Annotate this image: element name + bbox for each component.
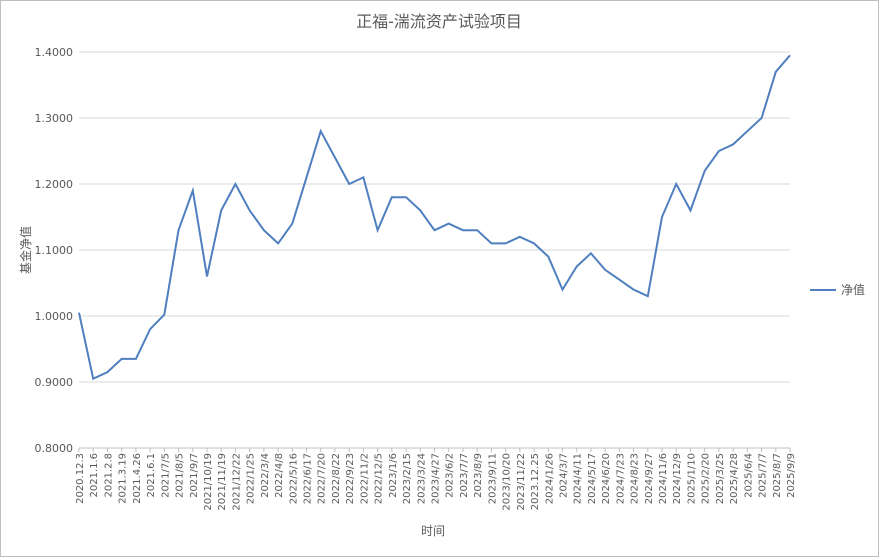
x-tick-label: 2022/4/8 [274,453,285,498]
x-tick-label: 2024/9/27 [644,453,655,504]
x-tick-label: 2021/12/22 [231,453,242,511]
y-tick-label: 1.1000 [35,244,74,257]
x-tick-label: 2023/6/2 [445,453,456,498]
x-tick-label: 2024/6/20 [601,453,612,504]
x-tick-label: 2021/10/19 [203,453,214,511]
x-axis-label: 时间 [421,524,445,538]
x-tick-label: 2024/4/11 [573,453,584,504]
x-tick-label: 2021.1.6 [89,453,100,498]
x-tick-label: 2023/7/7 [459,453,470,498]
x-tick-label: 2022/8/22 [331,453,342,504]
x-tick-label: 2022/11/2 [359,453,370,504]
x-tick-label: 2024/5/17 [587,453,598,504]
x-tick-label: 2024/12/9 [672,453,683,504]
x-tick-label: 2022/7/20 [317,453,328,504]
x-tick-label: 2025/4/28 [729,453,740,504]
x-tick-label: 2021/8/5 [175,453,186,498]
x-tick-label: 2023/3/24 [416,453,427,504]
x-tick-label: 2024/3/7 [558,453,569,498]
x-tick-label: 2025/8/7 [772,453,783,498]
x-axis-ticks: 2020.12.3 2021.1.6 2021.2.8 2021.3.19 2021.4… [75,448,797,511]
y-tick-label: 1.3000 [35,112,74,125]
y-tick-label: 1.2000 [35,178,74,191]
x-tick-label: 2021.4.26 [132,453,143,504]
x-tick-label: 2024/1/26 [544,453,555,504]
x-tick-label: 2022/9/23 [345,453,356,504]
x-tick-label: 2020.12.3 [75,453,86,504]
x-tick-label: 2025/2/20 [701,453,712,504]
x-tick-label: 2024/7/23 [615,453,626,504]
x-tick-label: 2023.12.25 [530,453,541,510]
x-tick-label: 2024/11/6 [658,453,669,504]
x-tick-label: 2022/1/25 [246,453,257,504]
x-tick-label: 2021.6.1 [146,453,157,498]
x-tick-label: 2023/10/20 [502,453,513,511]
x-tick-label: 2023/11/22 [516,453,527,511]
y-tick-label: 1.0000 [35,310,74,323]
y-axis-ticks: 0.8000 0.9000 1.0000 1.1000 1.2000 1.3000 1.40… [35,46,74,455]
x-tick-label: 2023/4/27 [431,453,442,504]
x-tick-label: 2025/1/10 [686,453,697,504]
x-tick-label: 2021.3.19 [118,453,129,504]
gridlines [79,51,790,449]
y-axis-label: 基金净值 [18,226,33,274]
x-tick-label: 2023/2/15 [402,453,413,504]
x-tick-label: 2022/12/5 [374,453,385,504]
x-tick-label: 2022/6/17 [303,453,314,504]
x-tick-label: 2021/11/19 [217,453,228,511]
legend-label: 净值 [841,282,865,297]
x-tick-label: 2025/6/4 [743,453,754,498]
x-tick-label: 2025/7/7 [758,453,769,498]
series-line-jingzhi [78,54,791,381]
x-tick-label: 2025/9/9 [786,453,797,498]
x-tick-label: 2021/9/7 [189,453,200,498]
x-tick-label: 2021/7/5 [160,453,171,498]
x-tick-label: 2022/5/16 [288,453,299,504]
x-tick-label: 2021.2.8 [103,453,114,498]
y-tick-label: 0.9000 [35,376,74,389]
y-tick-label: 1.4000 [35,46,74,59]
x-tick-label: 2023/1/6 [388,453,399,498]
chart-title: 正福-湍流资产试验项目 [356,12,522,31]
legend: 净值 [810,282,865,297]
x-tick-label: 2025/3/25 [715,453,726,504]
x-tick-label: 2023/9/11 [487,453,498,504]
x-tick-label: 2023/8/9 [473,453,484,498]
y-tick-label: 0.8000 [35,442,74,455]
x-tick-label: 2024/8/23 [630,453,641,504]
x-tick-label: 2022/3/4 [260,453,271,498]
